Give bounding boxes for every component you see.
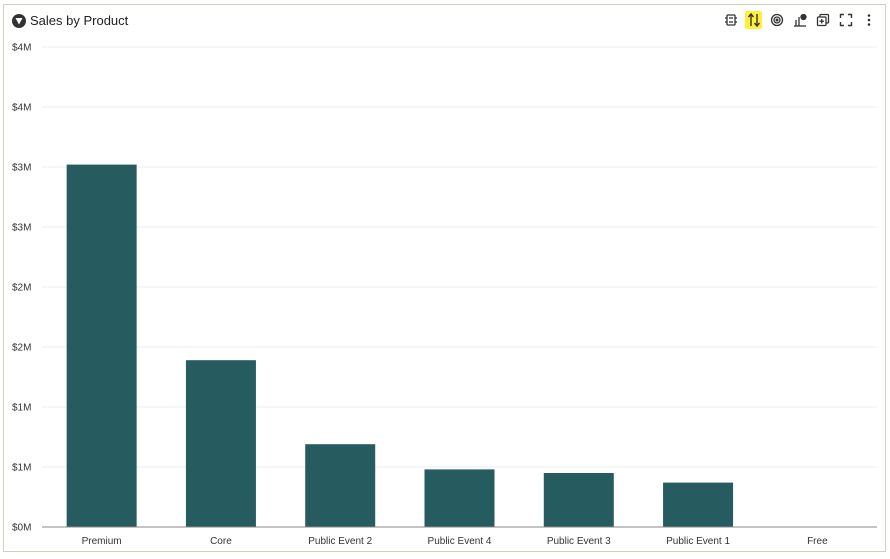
x-tick-label: Public Event 3 bbox=[547, 536, 611, 547]
y-tick-label: $0M bbox=[12, 523, 31, 534]
chart-panel: Sales by Product bbox=[3, 4, 886, 552]
data-cube-icon[interactable] bbox=[722, 11, 739, 29]
y-tick-label: $3M bbox=[12, 223, 31, 234]
y-tick-label: $1M bbox=[12, 463, 31, 474]
x-tick-label: Free bbox=[807, 536, 828, 547]
x-tick-label: Public Event 1 bbox=[666, 536, 730, 547]
bar[interactable] bbox=[305, 444, 376, 527]
target-icon[interactable] bbox=[768, 11, 785, 29]
sort-icon[interactable] bbox=[745, 11, 762, 29]
x-tick-label: Public Event 2 bbox=[308, 536, 372, 547]
x-tick-label: Premium bbox=[82, 536, 122, 547]
y-tick-label: $4M bbox=[12, 103, 31, 114]
bar[interactable] bbox=[543, 473, 614, 527]
page-title: Sales by Product bbox=[30, 13, 129, 28]
y-tick-label: $1M bbox=[12, 403, 31, 414]
x-tick-label: Core bbox=[210, 536, 232, 547]
y-tick-label: $4M bbox=[12, 43, 31, 54]
y-tick-label: $3M bbox=[12, 163, 31, 174]
y-tick-label: $2M bbox=[12, 343, 31, 354]
fullscreen-icon[interactable] bbox=[837, 11, 854, 29]
visualization-logo-icon bbox=[12, 13, 26, 28]
y-tick-label: $2M bbox=[12, 283, 31, 294]
title-area: Sales by Product bbox=[12, 13, 128, 28]
more-vertical-icon[interactable] bbox=[860, 11, 877, 29]
panel-header: Sales by Product bbox=[4, 5, 885, 39]
x-tick-label: Public Event 4 bbox=[428, 536, 492, 547]
chart-options-icon[interactable] bbox=[791, 11, 808, 29]
bar[interactable] bbox=[185, 360, 256, 527]
toolbar bbox=[722, 11, 877, 29]
copy-add-icon[interactable] bbox=[814, 11, 831, 29]
bar-chart: $0M $1M $1M $2M $2M $3M $3M $4M $4M Premium Core Pu… bbox=[12, 43, 877, 547]
bar[interactable] bbox=[663, 482, 734, 527]
bar[interactable] bbox=[424, 469, 495, 527]
bar[interactable] bbox=[66, 164, 137, 527]
